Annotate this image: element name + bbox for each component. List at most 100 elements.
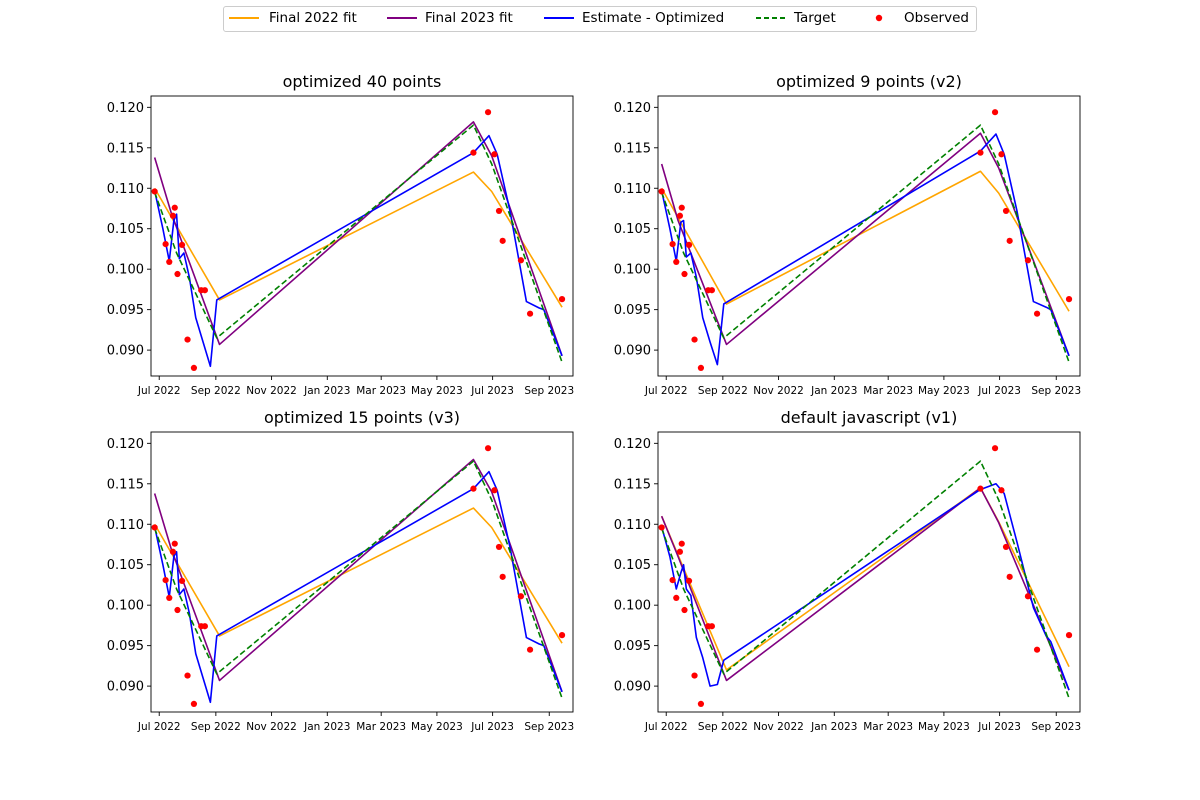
- y-tick-label: 0.095: [614, 639, 651, 654]
- y-tick-label: 0.100: [107, 263, 144, 278]
- observed-point: [151, 524, 158, 531]
- observed-point: [1006, 573, 1013, 580]
- x-tick-label: Jul 2022: [644, 385, 688, 397]
- x-tick-label: Nov 2022: [753, 385, 804, 397]
- series-line-target: [153, 460, 563, 699]
- legend: Final 2022 fit Final 2023 fit Estimate -…: [223, 6, 977, 32]
- y-tick-label: 0.100: [614, 599, 651, 614]
- series-line-target: [660, 460, 1070, 699]
- legend-label-observed: Observed: [904, 10, 969, 26]
- legend-swatch-final-2023: [387, 17, 417, 19]
- observed-point: [697, 700, 705, 708]
- observed-point: [171, 540, 178, 547]
- plot-frame: [150, 95, 574, 377]
- x-tick-label: Jul 2023: [977, 721, 1021, 733]
- x-tick-label: Nov 2022: [753, 721, 804, 733]
- observed-point: [1024, 257, 1032, 264]
- chart-panel-4: default javascript (v1) 0.090 0.095 0.100 0.…: [614, 408, 1081, 733]
- observed-point: [1002, 207, 1010, 215]
- y-tick-label: 0.120: [107, 437, 144, 452]
- observed-point: [517, 257, 525, 264]
- x-tick-label: May 2023: [918, 385, 970, 397]
- chart-panel-1: optimized 40 points 0.090 0.095 0.100 0.105 0…: [107, 72, 574, 397]
- legend-swatch-estimate: [544, 17, 574, 19]
- observed-point: [495, 543, 503, 551]
- y-tick-label: 0.105: [614, 222, 651, 237]
- y-tick-label: 0.100: [614, 263, 651, 278]
- y-tick-label: 0.120: [107, 101, 144, 116]
- observed-point: [174, 606, 181, 614]
- observed-point: [1006, 237, 1013, 244]
- observed-point: [685, 241, 693, 249]
- series-line-final-2023-fit: [153, 458, 563, 693]
- x-tick-label: Mar 2023: [356, 385, 406, 397]
- observed-point: [691, 672, 698, 679]
- y-tick-label: 0.090: [614, 680, 651, 695]
- observed-point: [669, 576, 676, 584]
- observed-point: [184, 672, 191, 679]
- observed-point: [558, 632, 566, 639]
- y-tick-label: 0.110: [614, 182, 651, 197]
- observed-point: [658, 524, 665, 531]
- y-tick-label: 0.115: [614, 141, 651, 156]
- observed-point: [166, 258, 173, 265]
- observed-point: [491, 151, 498, 158]
- y-tick-label: 0.090: [614, 344, 651, 359]
- x-tick-label: Mar 2023: [356, 721, 406, 733]
- observed-point: [526, 646, 534, 653]
- legend-label-final-2023: Final 2023 fit: [425, 10, 513, 26]
- x-tick-label: Nov 2022: [246, 721, 297, 733]
- y-tick-label: 0.110: [614, 518, 651, 533]
- observed-point: [169, 548, 177, 555]
- chart-panel-3: optimized 15 points (v3) 0.090 0.095 0.100 0…: [107, 408, 574, 733]
- observed-point: [1033, 646, 1041, 653]
- observed-point: [676, 212, 684, 219]
- observed-point: [658, 188, 665, 195]
- chart-title: optimized 40 points: [283, 72, 442, 91]
- y-tick-label: 0.090: [107, 344, 144, 359]
- observed-point: [517, 593, 525, 600]
- y-tick-label: 0.110: [107, 182, 144, 197]
- y-tick-label: 0.100: [107, 599, 144, 614]
- observed-point: [470, 485, 477, 492]
- x-tick-label: Sep 2023: [524, 721, 574, 733]
- y-tick-label: 0.115: [614, 477, 651, 492]
- observed-point: [676, 548, 684, 555]
- y-tick-label: 0.105: [614, 558, 651, 573]
- legend-label-estimate: Estimate - Optimized: [582, 10, 725, 26]
- chart-panel-2: optimized 9 points (v2) 0.090 0.095 0.100 0.…: [614, 72, 1081, 397]
- observed-point: [495, 207, 503, 215]
- x-tick-label: May 2023: [918, 721, 970, 733]
- legend-label-target: Target: [794, 10, 836, 26]
- observed-point: [499, 573, 506, 580]
- x-tick-label: Jan 2023: [303, 385, 350, 397]
- observed-point: [691, 336, 698, 343]
- y-tick-label: 0.090: [107, 680, 144, 695]
- observed-point: [681, 270, 688, 278]
- chart-title: optimized 15 points (v3): [264, 408, 460, 427]
- x-tick-label: Sep 2022: [698, 385, 748, 397]
- observed-point: [1024, 593, 1032, 600]
- observed-point: [669, 240, 676, 248]
- series-line-estimate-optimized: [660, 133, 1070, 366]
- x-tick-label: Jul 2023: [977, 385, 1021, 397]
- y-tick-label: 0.115: [107, 477, 144, 492]
- x-tick-label: Sep 2022: [191, 721, 241, 733]
- observed-point: [708, 623, 715, 630]
- x-tick-label: Jan 2023: [810, 385, 857, 397]
- chart-title: optimized 9 points (v2): [776, 72, 962, 91]
- x-tick-label: Jan 2023: [810, 721, 857, 733]
- observed-point: [174, 270, 181, 278]
- observed-point: [1002, 543, 1010, 551]
- x-tick-label: Jan 2023: [303, 721, 350, 733]
- observed-point: [171, 204, 178, 211]
- observed-point: [678, 540, 685, 547]
- observed-point: [673, 594, 680, 601]
- plot-frame: [657, 95, 1081, 377]
- y-tick-label: 0.110: [107, 518, 144, 533]
- observed-point: [991, 109, 999, 116]
- observed-point: [484, 445, 492, 452]
- observed-point: [708, 287, 715, 294]
- y-tick-label: 0.095: [614, 303, 651, 318]
